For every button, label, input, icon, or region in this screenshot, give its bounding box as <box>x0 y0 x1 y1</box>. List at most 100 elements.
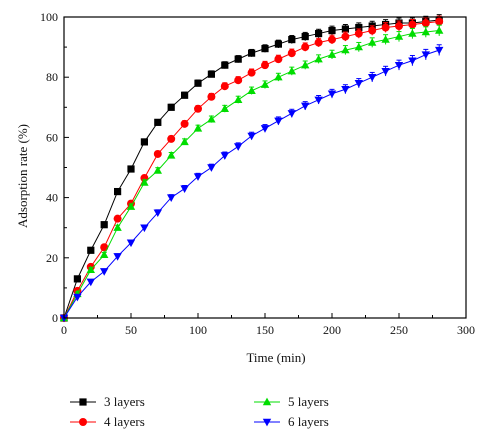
data-point <box>234 95 243 103</box>
legend-marker <box>262 418 272 427</box>
y-tick-label: 80 <box>46 70 58 84</box>
y-tick-label: 100 <box>40 10 58 24</box>
data-point <box>113 223 122 231</box>
legend-label: 5 layers <box>288 394 329 409</box>
data-point <box>207 92 216 101</box>
data-point <box>193 123 203 132</box>
data-point <box>381 35 390 43</box>
data-point <box>207 114 216 123</box>
data-point <box>234 55 242 63</box>
data-point <box>100 250 109 258</box>
data-point <box>314 54 323 63</box>
data-point <box>261 45 269 53</box>
data-point <box>153 166 162 174</box>
series-layer <box>59 14 444 323</box>
data-point <box>421 19 430 28</box>
data-point <box>394 61 404 70</box>
x-tick-label: 50 <box>125 323 137 337</box>
data-point <box>73 275 81 283</box>
legend: 3 layers 4 layers 5 layers 6 layers <box>70 394 329 429</box>
legend-marker <box>79 418 87 426</box>
data-point <box>126 202 136 210</box>
legend-label: 3 layers <box>104 394 145 409</box>
data-point <box>220 82 229 91</box>
series-3-layers <box>60 14 443 322</box>
data-point <box>86 278 95 287</box>
data-point <box>180 185 189 193</box>
data-point <box>261 61 269 70</box>
data-point <box>354 80 363 88</box>
y-tick-label: 20 <box>46 251 58 265</box>
data-point <box>153 209 162 218</box>
data-point <box>395 22 403 31</box>
data-point <box>181 91 189 99</box>
data-point <box>234 76 243 85</box>
y-tick-label: 40 <box>46 191 58 205</box>
data-point <box>247 132 256 141</box>
legend-label: 6 layers <box>288 414 329 429</box>
data-point <box>140 178 149 186</box>
data-point <box>408 20 417 29</box>
x-tick-label: 100 <box>189 323 207 337</box>
data-point <box>314 96 323 105</box>
data-point <box>301 43 310 52</box>
data-point <box>328 26 336 35</box>
data-point <box>287 66 296 75</box>
data-point <box>381 23 390 32</box>
data-point <box>301 32 309 41</box>
data-point <box>260 125 270 133</box>
data-point <box>435 46 444 55</box>
data-point <box>341 45 350 54</box>
data-point <box>408 57 417 66</box>
data-point <box>180 119 189 128</box>
data-point <box>87 246 95 254</box>
data-point <box>167 151 176 159</box>
data-point <box>248 49 256 57</box>
data-point <box>247 68 256 77</box>
data-point <box>301 102 310 111</box>
data-point <box>220 152 229 160</box>
data-point <box>127 165 135 173</box>
data-point <box>368 26 377 35</box>
data-point <box>274 40 282 48</box>
legend-marker <box>262 397 272 406</box>
data-point <box>327 50 337 58</box>
data-point <box>73 293 82 302</box>
series-6-layers <box>59 44 444 323</box>
data-point <box>194 79 202 87</box>
data-point <box>287 49 296 58</box>
data-point <box>247 86 256 94</box>
data-point <box>113 253 122 261</box>
data-point <box>100 268 109 276</box>
data-point <box>314 38 323 47</box>
legend-entry: 3 layers <box>70 394 145 409</box>
data-point <box>408 29 417 37</box>
data-point <box>435 17 444 26</box>
data-point <box>207 164 216 172</box>
series-5-layers <box>59 24 444 322</box>
data-point <box>327 90 337 99</box>
data-point <box>287 110 296 118</box>
x-tick-label: 150 <box>256 323 274 337</box>
data-point <box>274 72 283 81</box>
y-tick-label: 0 <box>52 311 58 325</box>
data-point <box>114 187 122 196</box>
data-point <box>167 103 175 111</box>
data-point <box>435 26 444 34</box>
y-axis-label: Adsorption rate (%) <box>15 124 30 228</box>
data-point <box>167 134 176 143</box>
legend-label: 4 layers <box>104 414 145 429</box>
legend-entry: 5 layers <box>254 394 329 409</box>
data-point <box>341 25 349 33</box>
data-point <box>341 32 350 41</box>
data-point <box>421 27 430 36</box>
data-point <box>315 29 323 38</box>
data-point <box>381 67 390 76</box>
data-point <box>354 42 363 51</box>
data-point <box>394 32 404 40</box>
data-point <box>86 265 95 274</box>
x-tick-label: 0 <box>61 323 67 337</box>
data-point <box>167 194 176 202</box>
data-point <box>100 221 108 229</box>
data-point <box>140 224 149 233</box>
